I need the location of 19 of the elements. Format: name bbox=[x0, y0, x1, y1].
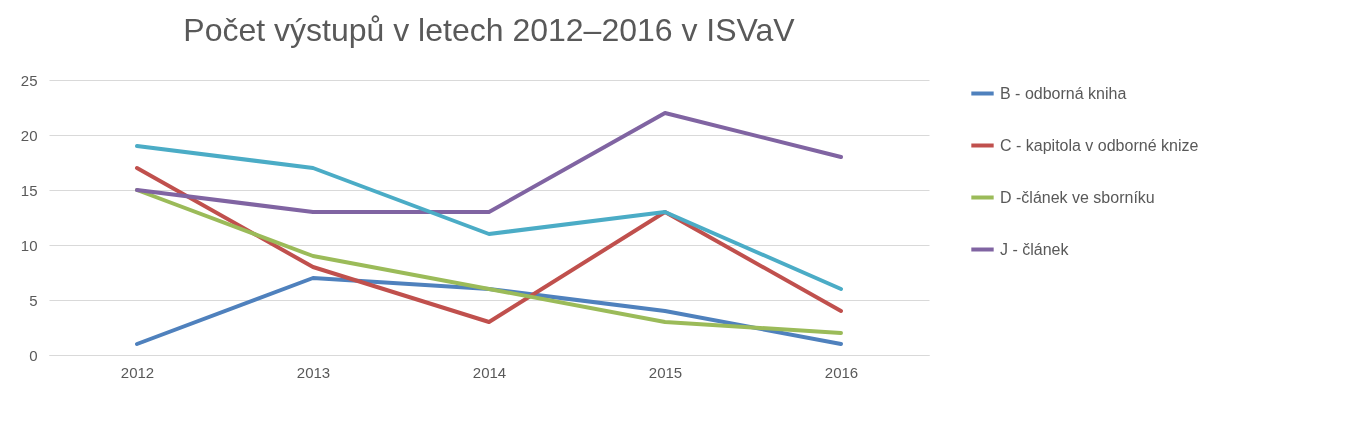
y-tick-label: 0 bbox=[29, 346, 38, 364]
x-tick-label: 2014 bbox=[472, 363, 507, 381]
y-tick-label: 25 bbox=[20, 71, 38, 89]
legend-label: C - kapitola v odborné knize bbox=[1000, 136, 1199, 154]
y-tick-label: 10 bbox=[20, 236, 38, 254]
x-tick-label: 2012 bbox=[120, 363, 155, 381]
y-tick-label: 20 bbox=[20, 126, 38, 144]
x-tick-label: 2015 bbox=[648, 363, 683, 381]
legend-label: J - článek bbox=[1000, 240, 1070, 258]
legend-label: B - odborná kniha bbox=[1000, 84, 1127, 102]
y-tick-label: 5 bbox=[29, 291, 38, 309]
chart-title: Počet výstupů v letech 2012–2016 v ISVaV bbox=[183, 12, 796, 48]
legend-label: D -článek ve sborníku bbox=[1000, 188, 1155, 206]
line-series bbox=[135, 111, 843, 214]
y-tick-label: 15 bbox=[20, 181, 38, 199]
x-tick-label: 2013 bbox=[296, 363, 331, 381]
line-series bbox=[135, 144, 843, 291]
x-tick-label: 2016 bbox=[824, 363, 859, 381]
line-series bbox=[135, 166, 843, 324]
